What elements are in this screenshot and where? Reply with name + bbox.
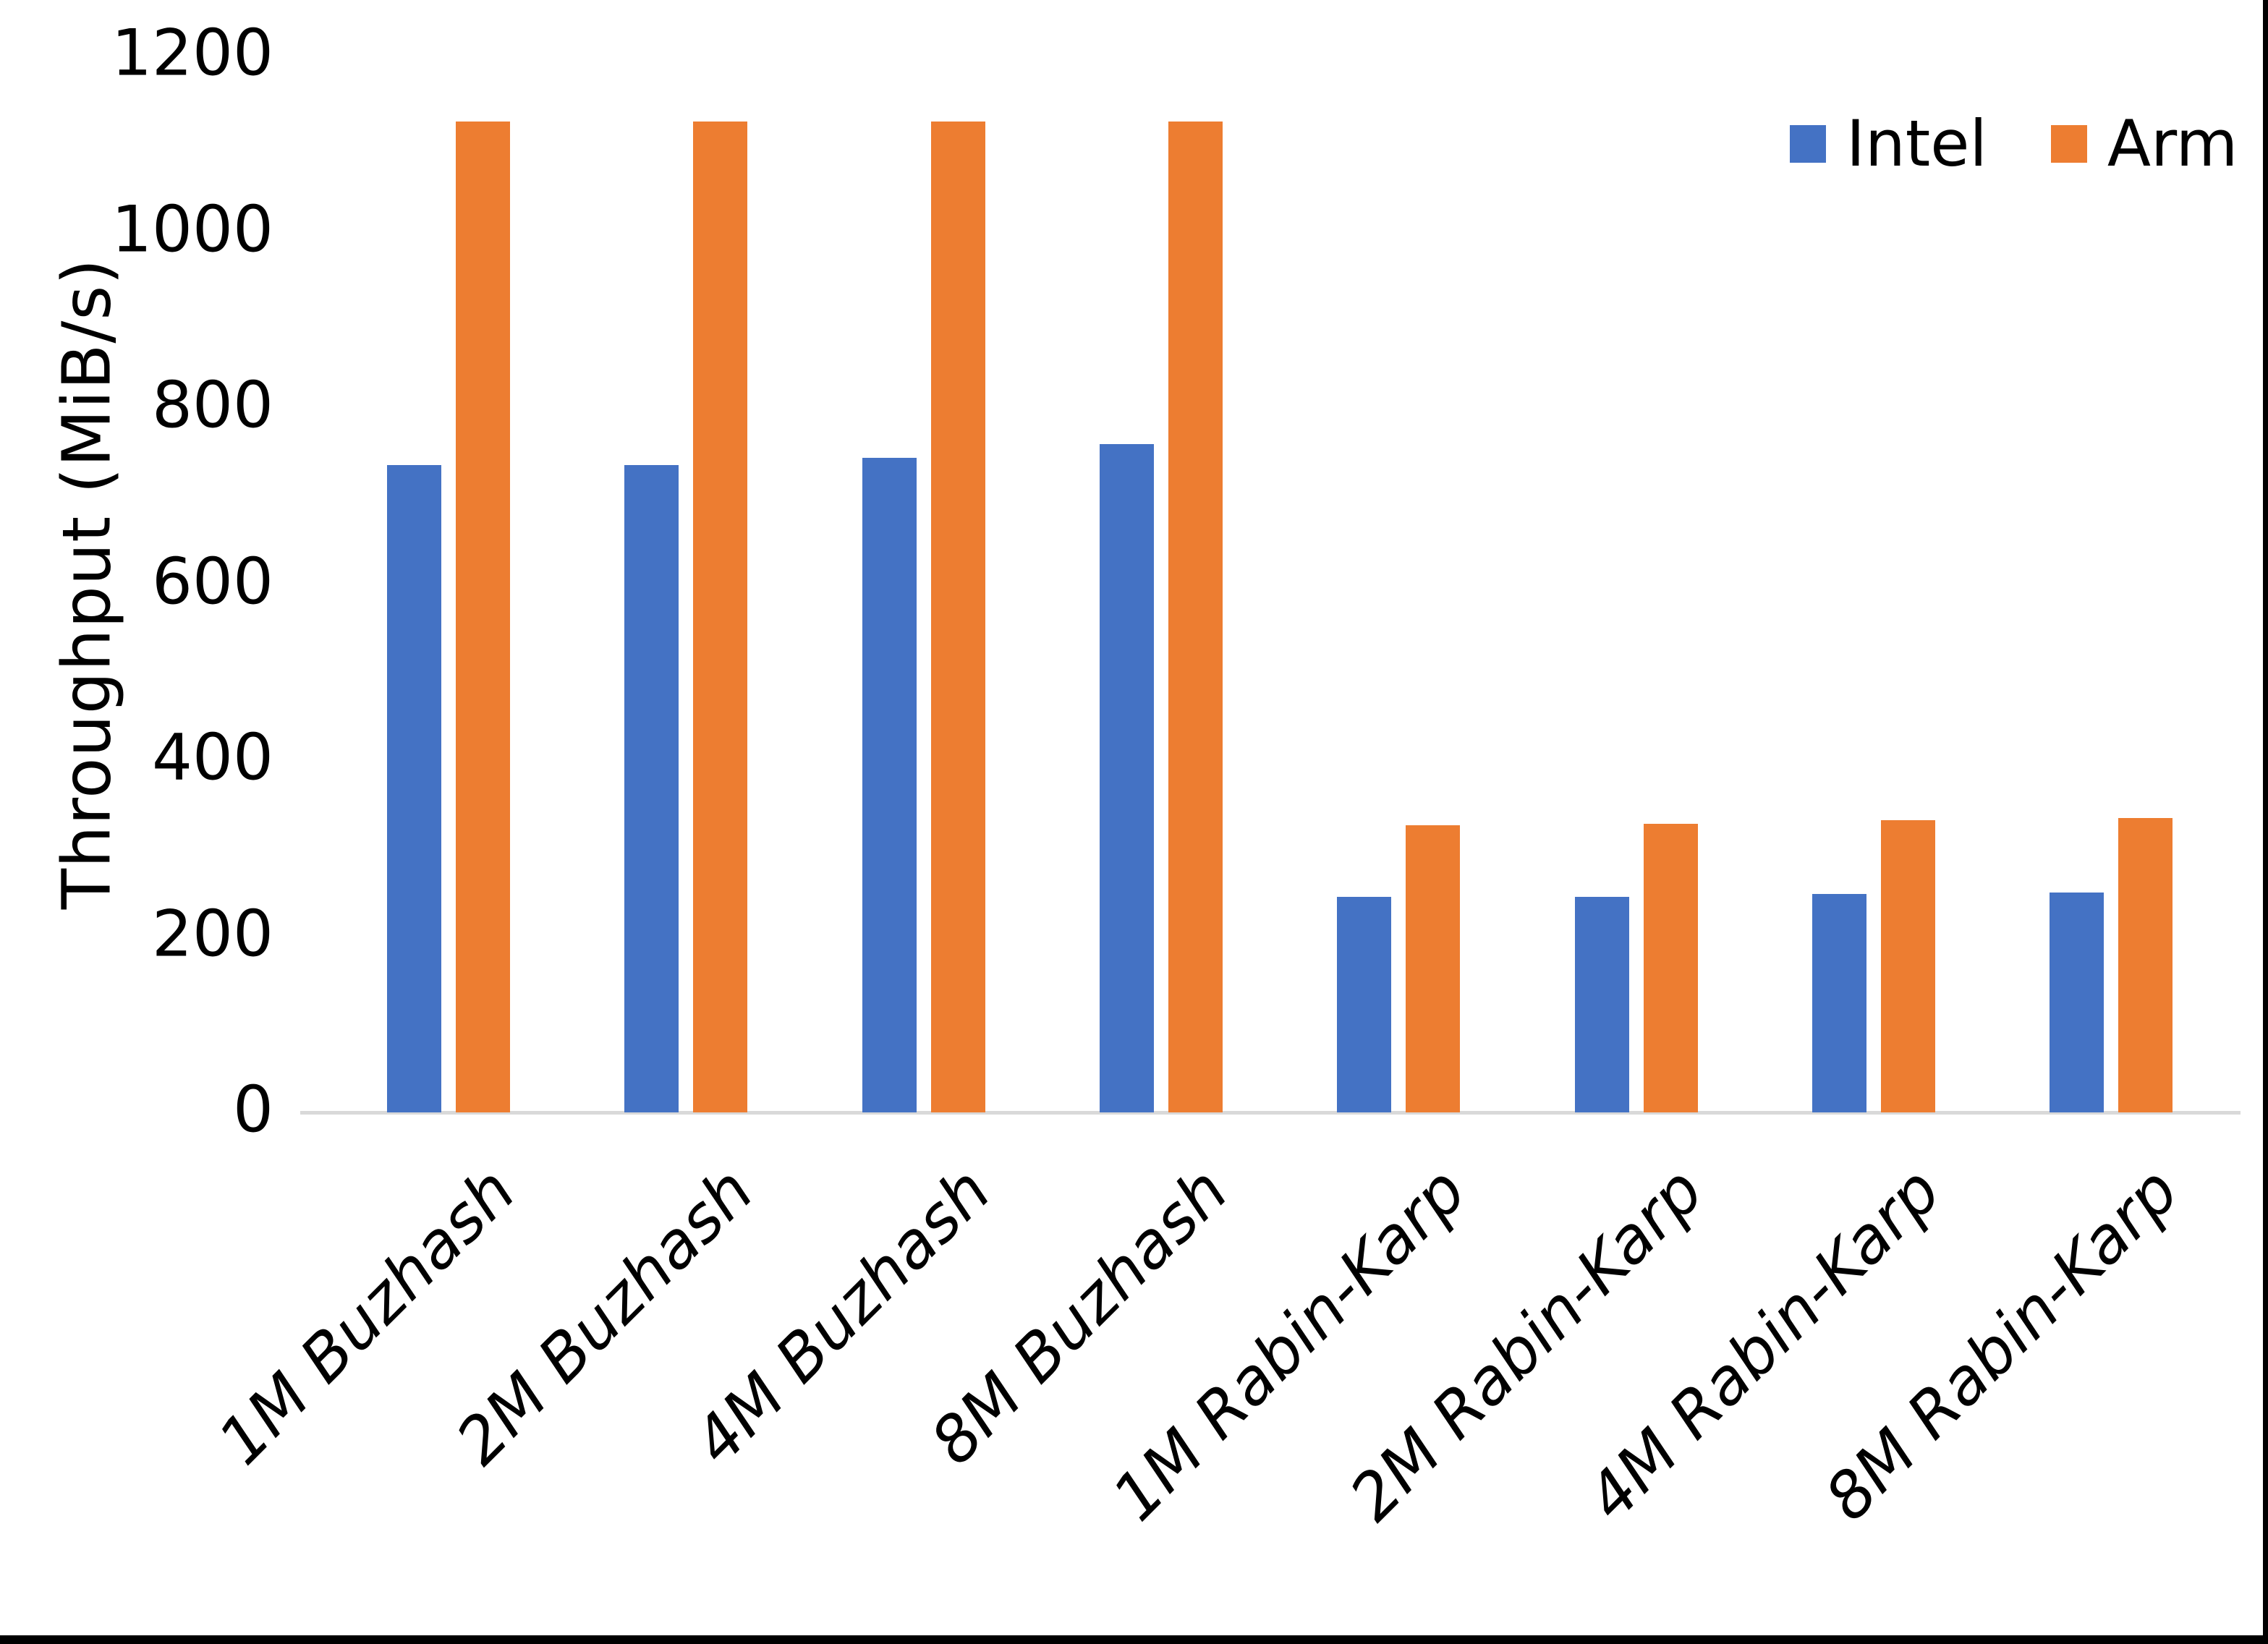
bar-arm-4m-buzhash: [930, 122, 985, 1112]
bar-arm-2m-rabin-karp: [1643, 823, 1698, 1112]
bar-intel-4m-buzhash: [862, 458, 917, 1112]
bar-intel-2m-buzhash: [624, 465, 679, 1112]
y-tick-label-400: 400: [152, 720, 273, 795]
bar-arm-4m-rabin-karp: [1880, 819, 1935, 1112]
legend-swatch-arm: [2050, 125, 2087, 163]
y-tick-label-200: 200: [152, 895, 273, 971]
screenshot-right-border: [2263, 0, 2268, 1644]
y-tick-label-1200: 1200: [111, 15, 273, 90]
x-axis-line: [300, 1111, 2241, 1115]
bar-intel-8m-buzhash: [1099, 443, 1154, 1112]
bar-intel-1m-buzhash: [387, 465, 441, 1112]
legend: Intel Arm: [1790, 112, 2238, 176]
bar-arm-8m-rabin-karp: [2118, 818, 2173, 1112]
bar-arm-1m-rabin-karp: [1406, 825, 1461, 1112]
bar-arm-1m-buzhash: [456, 122, 510, 1112]
plot-area: [300, 56, 2241, 1115]
legend-swatch-intel: [1790, 125, 1826, 163]
bar-arm-8m-buzhash: [1168, 122, 1223, 1112]
y-tick-label-1000: 1000: [111, 191, 273, 266]
bar-intel-2m-rabin-karp: [1574, 896, 1629, 1112]
bar-arm-2m-buzhash: [693, 122, 748, 1112]
bar-intel-4m-rabin-karp: [1812, 894, 1866, 1112]
screenshot-bottom-border: [0, 1635, 2268, 1644]
legend-label-arm: Arm: [2107, 106, 2238, 181]
legend-label-intel: Intel: [1846, 106, 1987, 181]
bar-intel-1m-rabin-karp: [1337, 896, 1392, 1112]
y-tick-label-0: 0: [233, 1072, 273, 1147]
y-tick-label-600: 600: [152, 543, 273, 618]
bar-intel-8m-rabin-karp: [2050, 892, 2105, 1112]
y-tick-label-800: 800: [152, 367, 273, 443]
legend-item-intel: Intel: [1790, 112, 1987, 176]
legend-item-arm: Arm: [2050, 106, 2238, 181]
